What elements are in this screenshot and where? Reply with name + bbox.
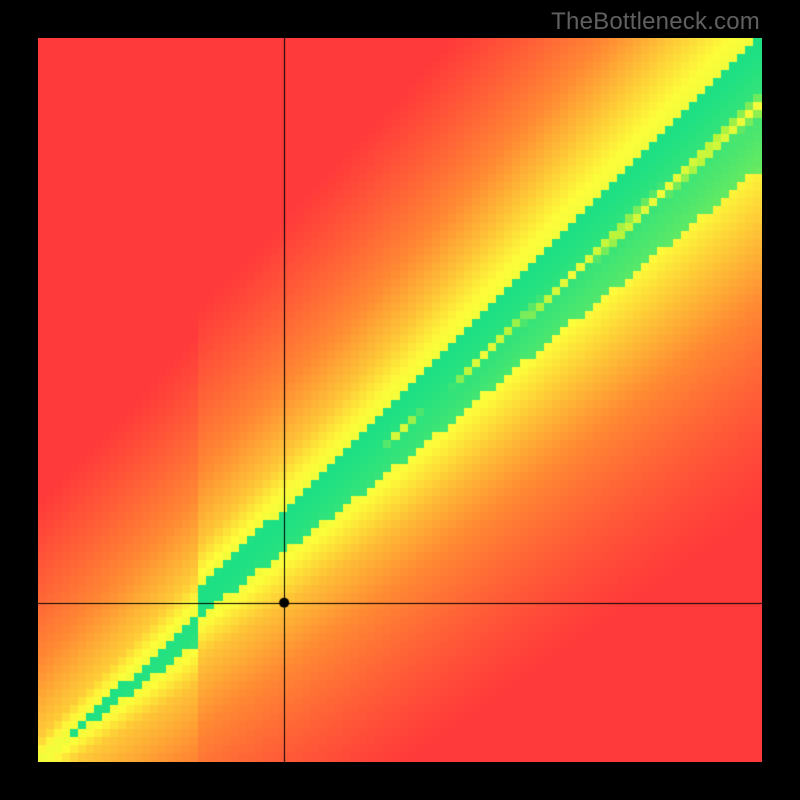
- chart-container: TheBottleneck.com: [0, 0, 800, 800]
- bottleneck-heatmap: [38, 38, 762, 762]
- watermark-text: TheBottleneck.com: [551, 8, 760, 36]
